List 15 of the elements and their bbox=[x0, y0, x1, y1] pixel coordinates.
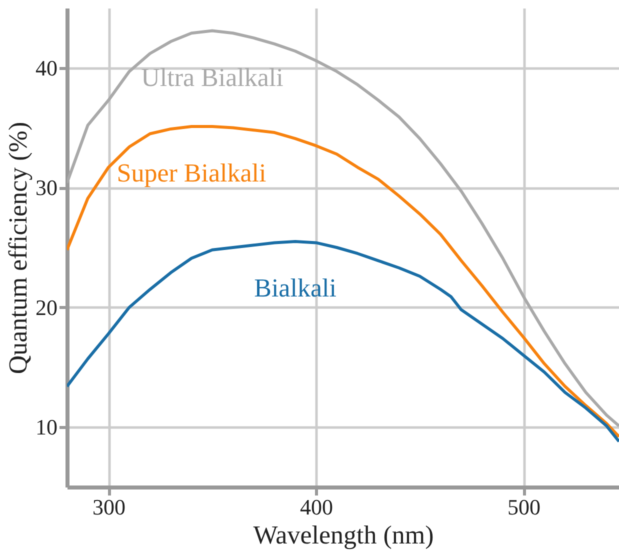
series-label: Bialkali bbox=[254, 274, 336, 303]
y-tick-label: 20 bbox=[36, 294, 58, 320]
x-tick-label: 300 bbox=[92, 494, 126, 520]
line-series bbox=[67, 125, 619, 438]
line-series bbox=[67, 29, 619, 428]
x-tick-label: 500 bbox=[508, 494, 541, 520]
x-axis-title: Wavelength (nm) bbox=[253, 520, 434, 550]
y-tick-label: 40 bbox=[36, 55, 58, 80]
series-label: Ultra Bialkali bbox=[141, 62, 284, 92]
y-tick-label: 30 bbox=[36, 175, 58, 200]
y-tick-label: 10 bbox=[36, 414, 58, 440]
x-tick-label: 400 bbox=[300, 494, 334, 520]
series-label: Super Bialkali bbox=[116, 158, 266, 188]
line-series bbox=[67, 240, 619, 443]
y-axis-title: Quantum efficiency (%) bbox=[4, 122, 32, 374]
